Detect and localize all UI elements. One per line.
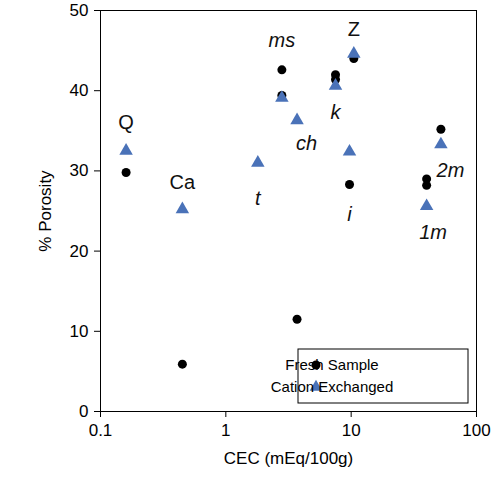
svg-text:1: 1: [221, 421, 230, 440]
svg-text:CEC (mEq/100g): CEC (mEq/100g): [224, 449, 353, 468]
svg-text:ms: ms: [269, 29, 296, 51]
svg-text:Fresh Sample: Fresh Sample: [285, 356, 378, 373]
svg-text:0: 0: [79, 402, 88, 421]
svg-text:30: 30: [70, 161, 89, 180]
svg-text:k: k: [331, 101, 342, 123]
svg-text:50: 50: [70, 1, 89, 20]
svg-text:Ca: Ca: [170, 171, 196, 193]
svg-text:% Porosity: % Porosity: [36, 170, 55, 252]
svg-text:1m: 1m: [419, 221, 447, 243]
svg-text:Q: Q: [118, 111, 134, 133]
svg-text:t: t: [255, 187, 262, 209]
svg-text:ch: ch: [296, 132, 317, 154]
svg-text:10: 10: [70, 322, 89, 341]
svg-text:40: 40: [70, 81, 89, 100]
svg-text:100: 100: [462, 421, 490, 440]
svg-text:Z: Z: [348, 18, 360, 40]
svg-text:i: i: [347, 203, 352, 225]
svg-text:2m: 2m: [436, 159, 465, 181]
svg-text:0.1: 0.1: [89, 421, 113, 440]
svg-text:Cation Exchanged: Cation Exchanged: [271, 378, 394, 395]
svg-text:10: 10: [342, 421, 361, 440]
svg-text:20: 20: [70, 242, 89, 261]
